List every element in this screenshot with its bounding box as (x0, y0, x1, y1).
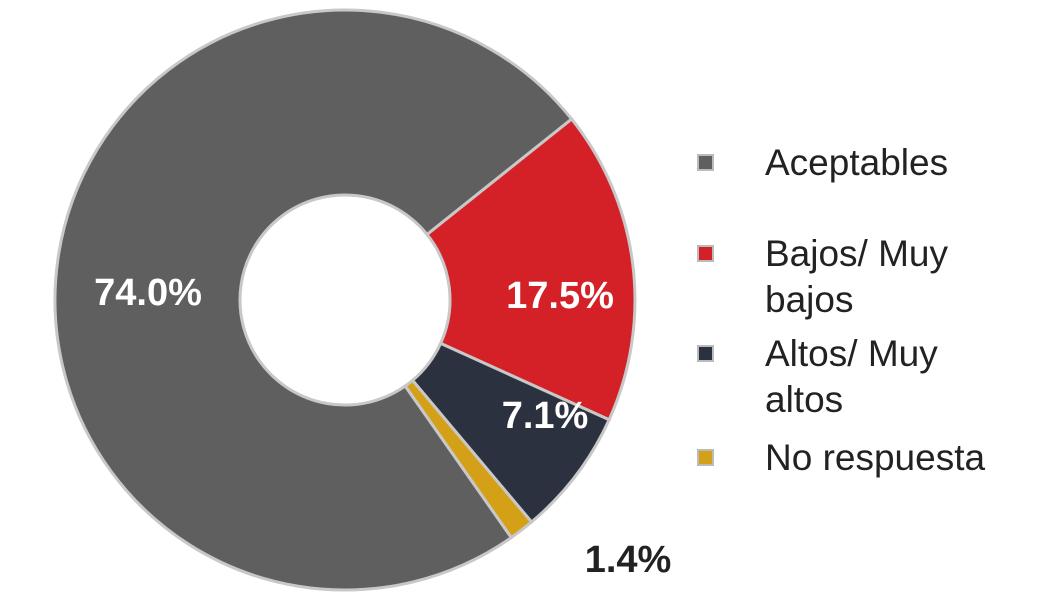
legend-label: No respuesta (765, 437, 986, 478)
legend-label: Aceptables (765, 142, 949, 183)
data-label: 17.5% (506, 275, 614, 317)
legend-item: Aceptables (695, 140, 1025, 186)
legend-swatch (697, 449, 714, 466)
donut-chart: 74.0% 17.5% 7.1% 1.4% (53, 8, 672, 592)
data-label: 1.4% (585, 539, 672, 581)
legend-swatch (697, 154, 714, 171)
legend-label: Altos/ Muy altos (765, 333, 938, 420)
legend-swatch (697, 345, 714, 362)
data-label: 74.0% (94, 272, 202, 314)
legend-item: Bajos/ Muy bajos (695, 231, 1025, 323)
donut-slice (403, 378, 534, 540)
legend-item: No respuesta (695, 435, 1025, 481)
legend-item: Altos/ Muy altos (695, 331, 1025, 423)
legend-swatch (697, 245, 714, 262)
legend: Aceptables Bajos/ Muy bajos Altos/ Muy alt… (695, 140, 1025, 481)
donut-slice (424, 116, 637, 422)
donut-slice (53, 8, 574, 592)
legend-label: Bajos/ Muy bajos (765, 233, 949, 320)
data-label: 7.1% (502, 395, 589, 437)
